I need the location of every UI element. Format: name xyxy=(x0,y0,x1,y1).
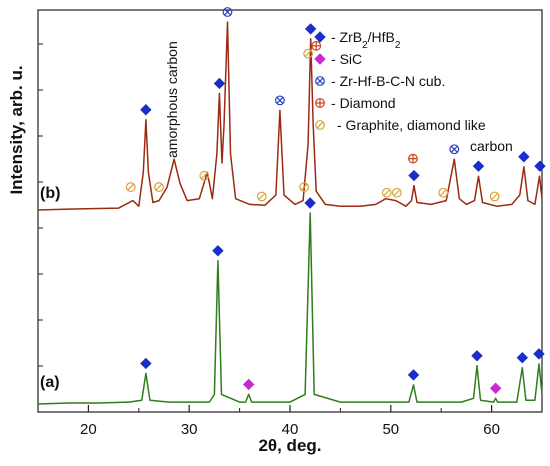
peak-marker-diamond-icon xyxy=(140,104,152,116)
legend-marker-circle-plus-icon xyxy=(315,98,325,108)
peak-marker-circle-slash-icon xyxy=(154,182,164,192)
legend-label-zrb2-hfb2: - ZrB2/HfB2 xyxy=(331,29,401,51)
peak-marker-diamond-icon xyxy=(304,23,317,35)
legend-circle-x-icon xyxy=(315,76,325,86)
peak-marker-diamond-icon xyxy=(534,160,546,172)
peak-marker-diamond-icon xyxy=(304,197,316,209)
legend-label-zr-hf-b-c-n: - Zr-Hf-B-C-N cub. xyxy=(331,73,445,89)
plot-area-border xyxy=(37,9,543,413)
peak-marker-diamond-icon xyxy=(242,378,255,391)
legend-label-sic: - SiC xyxy=(331,51,362,67)
peak-marker-diamond-icon xyxy=(408,169,420,182)
peak-marker-diamond-icon xyxy=(471,350,483,362)
y-axis-title: Intensity, arb. u. xyxy=(7,65,26,194)
legend-sic-diamond-icon xyxy=(314,53,326,65)
peak-marker-circle-slash-icon xyxy=(381,187,392,198)
legend-item-zrb2-hfb2: - ZrB2/HfB2 xyxy=(314,29,401,51)
panel-label-a: (a) xyxy=(40,374,60,391)
peak-marker-circle-plus-icon xyxy=(408,153,418,164)
peak-marker-diamond-icon xyxy=(407,369,420,381)
peak-marker-circle-x-icon xyxy=(275,95,285,106)
legend: - ZrB2/HfB2 - SiC - Zr-Hf-B-C-N cub. - D… xyxy=(314,29,513,154)
legend-label-diamond: - Diamond xyxy=(331,95,396,111)
y-axis-ticks xyxy=(38,43,43,413)
peak-marker-circle-slash-icon xyxy=(303,48,314,59)
legend-circle-plus-icon xyxy=(315,98,325,108)
peak-marker-circle-slash-icon xyxy=(489,191,500,202)
peak-marker-circle-plus-icon xyxy=(311,40,322,51)
peak-marker-diamond-icon xyxy=(489,382,502,394)
phase-marker-layer xyxy=(125,7,546,394)
annotation-amorphous-carbon: amorphous carbon xyxy=(164,41,180,158)
peak-marker-circle-slash-icon xyxy=(299,182,310,192)
legend-item-sic: - SiC xyxy=(314,51,362,67)
plot-frame xyxy=(37,9,543,413)
peak-marker-diamond-icon xyxy=(518,151,530,163)
legend-marker-circle-x-icon xyxy=(315,76,325,86)
x-tick-label: 60 xyxy=(483,421,500,438)
peak-marker-diamond-icon xyxy=(533,348,545,360)
peak-marker-circle-slash-icon xyxy=(391,187,402,198)
peak-marker-circle-slash-icon xyxy=(256,191,267,202)
peak-marker-diamond-icon xyxy=(213,77,226,90)
peak-marker-circle-slash-icon xyxy=(125,182,136,192)
legend-item-zr-hf-b-c-n: - Zr-Hf-B-C-N cub. xyxy=(315,73,445,89)
legend-marker-diamond-icon xyxy=(314,53,326,65)
peak-marker-circle-slash-icon xyxy=(438,187,449,198)
legend-item-graphite: - Graphite, diamond like carbon xyxy=(315,117,513,154)
legend-label-graphite: - Graphite, diamond like xyxy=(337,117,486,133)
legend-item-diamond: - Diamond xyxy=(315,95,396,111)
legend-marker-diamond-icon xyxy=(314,31,326,43)
x-tick-label: 30 xyxy=(181,421,198,438)
legend-circle-slash-icon xyxy=(315,120,325,130)
peak-marker-diamond-icon xyxy=(140,357,152,370)
x-tick-label: 20 xyxy=(80,421,97,438)
peak-marker-circle-x-icon xyxy=(222,7,233,17)
panel-label-b: (b) xyxy=(40,185,60,202)
peak-marker-diamond-icon xyxy=(472,160,485,172)
series-line-a xyxy=(37,212,543,405)
legend-marker-circle-slash-icon xyxy=(315,120,325,130)
x-axis: 20 30 40 50 60 xyxy=(37,405,543,438)
x-tick-label: 50 xyxy=(382,421,399,438)
legend-zrb2-diamond-icon xyxy=(314,31,326,43)
legend-label-graphite-cont: carbon xyxy=(470,138,513,154)
peak-marker-circle-slash-icon xyxy=(199,170,210,181)
x-axis-title: 2θ, deg. xyxy=(258,436,321,455)
series-line-b xyxy=(37,21,543,211)
peak-marker-circle-x-icon xyxy=(449,144,460,155)
series-layer xyxy=(37,21,543,405)
peak-marker-diamond-icon xyxy=(212,245,224,257)
peak-marker-diamond-icon xyxy=(516,352,529,364)
x-tick-label: 40 xyxy=(282,421,299,438)
